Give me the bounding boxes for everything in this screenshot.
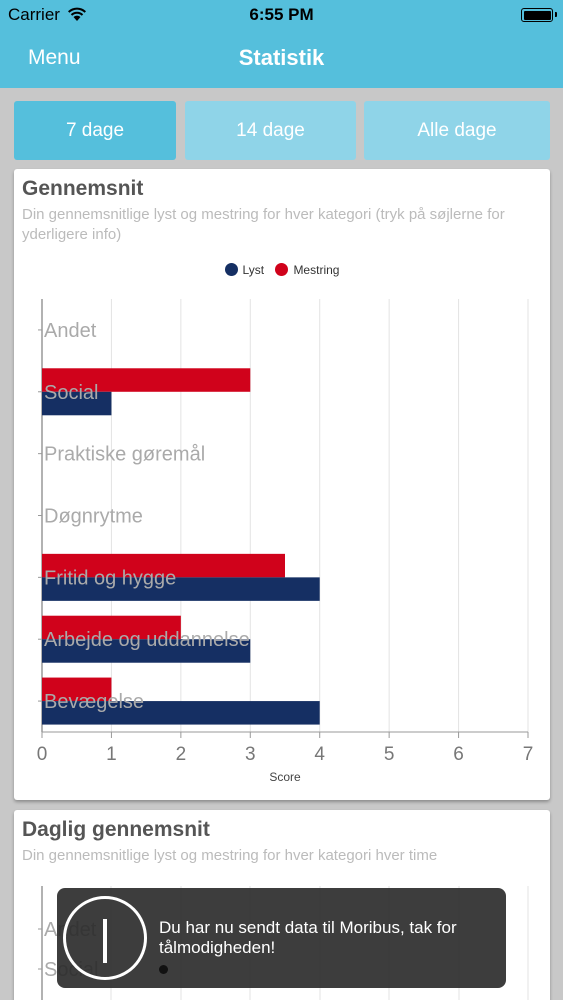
x-tick-label: 5 <box>384 744 395 765</box>
y-category-label: Social <box>44 382 98 404</box>
bar-mestring-6 <box>42 677 112 702</box>
x-axis-title: Score <box>269 770 301 784</box>
nav-bar: Menu Statistik <box>0 30 563 88</box>
chart-legend: Lyst Mestring <box>14 263 550 277</box>
page-indicator-dot <box>159 965 168 974</box>
legend-label-lyst: Lyst <box>242 263 265 277</box>
legend-item-mestring[interactable]: Mestring <box>275 263 339 277</box>
average-card: Gennemsnit Din gennemsnitlige lyst og me… <box>14 169 550 800</box>
tab-7-days[interactable]: 7 dage <box>14 101 176 160</box>
menu-button[interactable]: Menu <box>28 46 81 69</box>
toast-notification[interactable]: Du har nu sendt data til Moribus, tak fo… <box>57 888 506 988</box>
legend-label-mestring: Mestring <box>293 263 340 277</box>
x-tick-label: 0 <box>37 744 48 765</box>
wifi-icon <box>68 7 86 21</box>
x-tick-label: 6 <box>453 744 464 765</box>
x-tick-label: 4 <box>314 744 325 765</box>
carrier-label: Carrier <box>8 5 60 24</box>
average-bar-chart[interactable]: 0 1 2 3 4 5 6 7 Score Andet Social Praktiske gøremå… <box>14 169 550 800</box>
x-tick-label: 1 <box>106 744 117 765</box>
clock: 6:55 PM <box>249 5 314 24</box>
battery-icon <box>521 8 557 22</box>
average-subtitle: Din gennemsnitlige lyst og mestring for … <box>22 206 505 243</box>
average-title: Gennemsnit <box>22 177 144 200</box>
period-tabs: 7 dage 14 dage Alle dage <box>14 101 550 160</box>
bar-lyst-5 <box>42 639 251 663</box>
toast-message: Du har nu sendt data til Moribus, tak fo… <box>159 918 457 957</box>
y-category-label: Andet <box>44 320 97 342</box>
y-category-label: Praktiske gøremål <box>44 444 205 466</box>
x-tick-label: 2 <box>176 744 187 765</box>
y-category-label: Bevægelse <box>44 691 144 713</box>
tab-14-days[interactable]: 14 dage <box>185 101 356 160</box>
page-title: Statistik <box>238 45 325 70</box>
x-tick-label: 7 <box>523 744 534 765</box>
legend-item-lyst[interactable]: Lyst <box>224 263 265 277</box>
bar-lyst-4 <box>42 577 320 601</box>
y-category-label: Fritid og hygge <box>44 567 176 589</box>
legend-dot-mestring <box>275 263 289 276</box>
bar-lyst-6 <box>42 701 320 725</box>
status-bar: Carrier 6:55 PM <box>0 0 563 30</box>
y-category-label: Arbejde og uddannelse <box>44 629 250 651</box>
tab-all-days[interactable]: Alle dage <box>364 101 550 160</box>
y-category-label: Døgnrytme <box>44 506 143 528</box>
legend-dot-lyst <box>224 263 238 276</box>
bar-mestring-5 <box>42 615 181 640</box>
bar-mestring-1 <box>42 368 251 392</box>
bar-lyst-1 <box>42 391 112 416</box>
info-icon <box>63 896 147 980</box>
daily-title: Daglig gennemsnit <box>22 818 210 841</box>
x-tick-label: 3 <box>245 744 256 765</box>
bar-mestring-4 <box>42 553 285 578</box>
daily-subtitle: Din gennemsnitlige lyst og mestring for … <box>22 847 438 864</box>
